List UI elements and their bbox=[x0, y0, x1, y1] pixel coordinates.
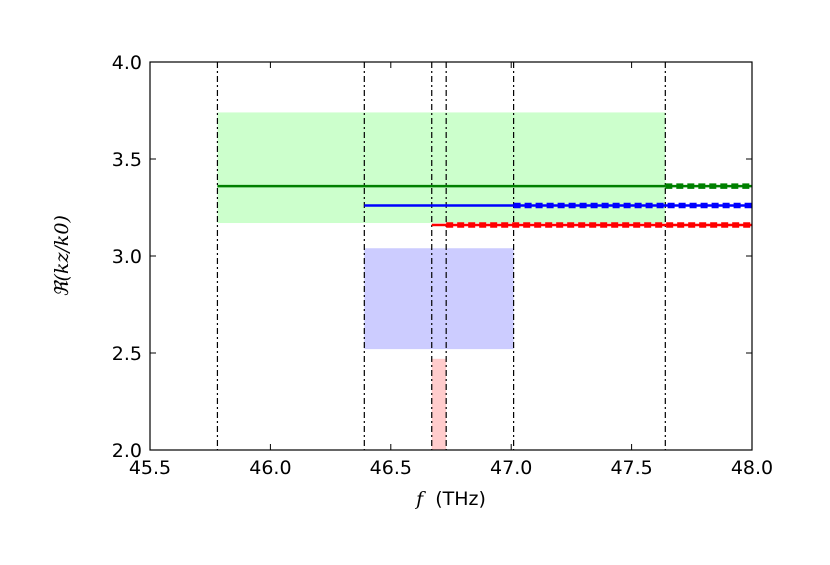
x-tick-label-4: 47.5 bbox=[610, 457, 652, 479]
y-tick-label-1: 2.5 bbox=[112, 343, 142, 365]
data-series bbox=[217, 183, 752, 228]
x-tick-label-1: 46.0 bbox=[249, 457, 291, 479]
x-axis-label: f (THz) bbox=[414, 488, 486, 510]
y-tick-label-4: 4.0 bbox=[112, 52, 142, 74]
x-tick-label-3: 47.0 bbox=[490, 457, 532, 479]
y-tick-label-2: 3.0 bbox=[112, 246, 142, 268]
vertical-reference-lines bbox=[216, 62, 666, 450]
y-axis-ticks: 2.0 2.5 3.0 3.5 4.0 bbox=[112, 52, 752, 462]
x-tick-label-0: 45.5 bbox=[129, 457, 171, 479]
x-axis-ticks: 45.5 46.0 46.5 47.0 47.5 48.0 bbox=[129, 62, 773, 479]
x-axis-label-var: f bbox=[414, 488, 426, 510]
y-tick-label-0: 2.0 bbox=[112, 440, 142, 462]
x-tick-label-2: 46.5 bbox=[370, 457, 412, 479]
band-1 bbox=[364, 248, 514, 350]
x-tick-label-5: 48.0 bbox=[731, 457, 773, 479]
y-tick-label-3: 3.5 bbox=[112, 149, 142, 171]
shaded-bands bbox=[217, 112, 666, 450]
y-axis-label: ℜ(kz/k0) bbox=[51, 215, 73, 297]
x-axis-label-unit: (THz) bbox=[435, 488, 486, 510]
band-2 bbox=[431, 358, 447, 450]
